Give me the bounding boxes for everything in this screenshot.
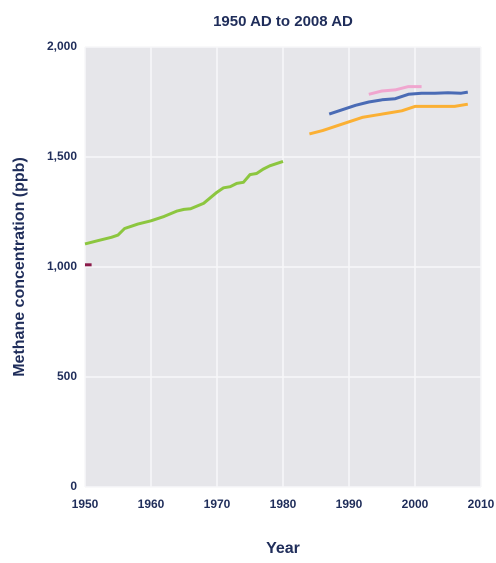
series-line (368, 85, 422, 96)
series-line (328, 90, 469, 116)
x-tick-label: 1960 (138, 497, 165, 511)
series-line (309, 102, 469, 136)
x-tick-label: 1950 (72, 497, 99, 511)
y-tick-label: 500 (57, 369, 77, 383)
x-axis-label: Year (266, 540, 300, 557)
x-tick-label: 1990 (336, 497, 363, 511)
y-tick-label: 2,000 (47, 39, 77, 53)
y-axis-label: Methane concentration (ppb) (11, 157, 28, 377)
x-tick-label: 2000 (402, 497, 429, 511)
y-tick-label: 0 (70, 479, 77, 493)
series-line (84, 159, 284, 246)
x-tick-label: 1980 (270, 497, 297, 511)
x-tick-label: 2010 (468, 497, 495, 511)
x-tick-label: 1970 (204, 497, 231, 511)
y-tick-label: 1,000 (47, 259, 77, 273)
chart-title: 1950 AD to 2008 AD (213, 13, 353, 30)
y-tick-label: 1,500 (47, 149, 77, 163)
